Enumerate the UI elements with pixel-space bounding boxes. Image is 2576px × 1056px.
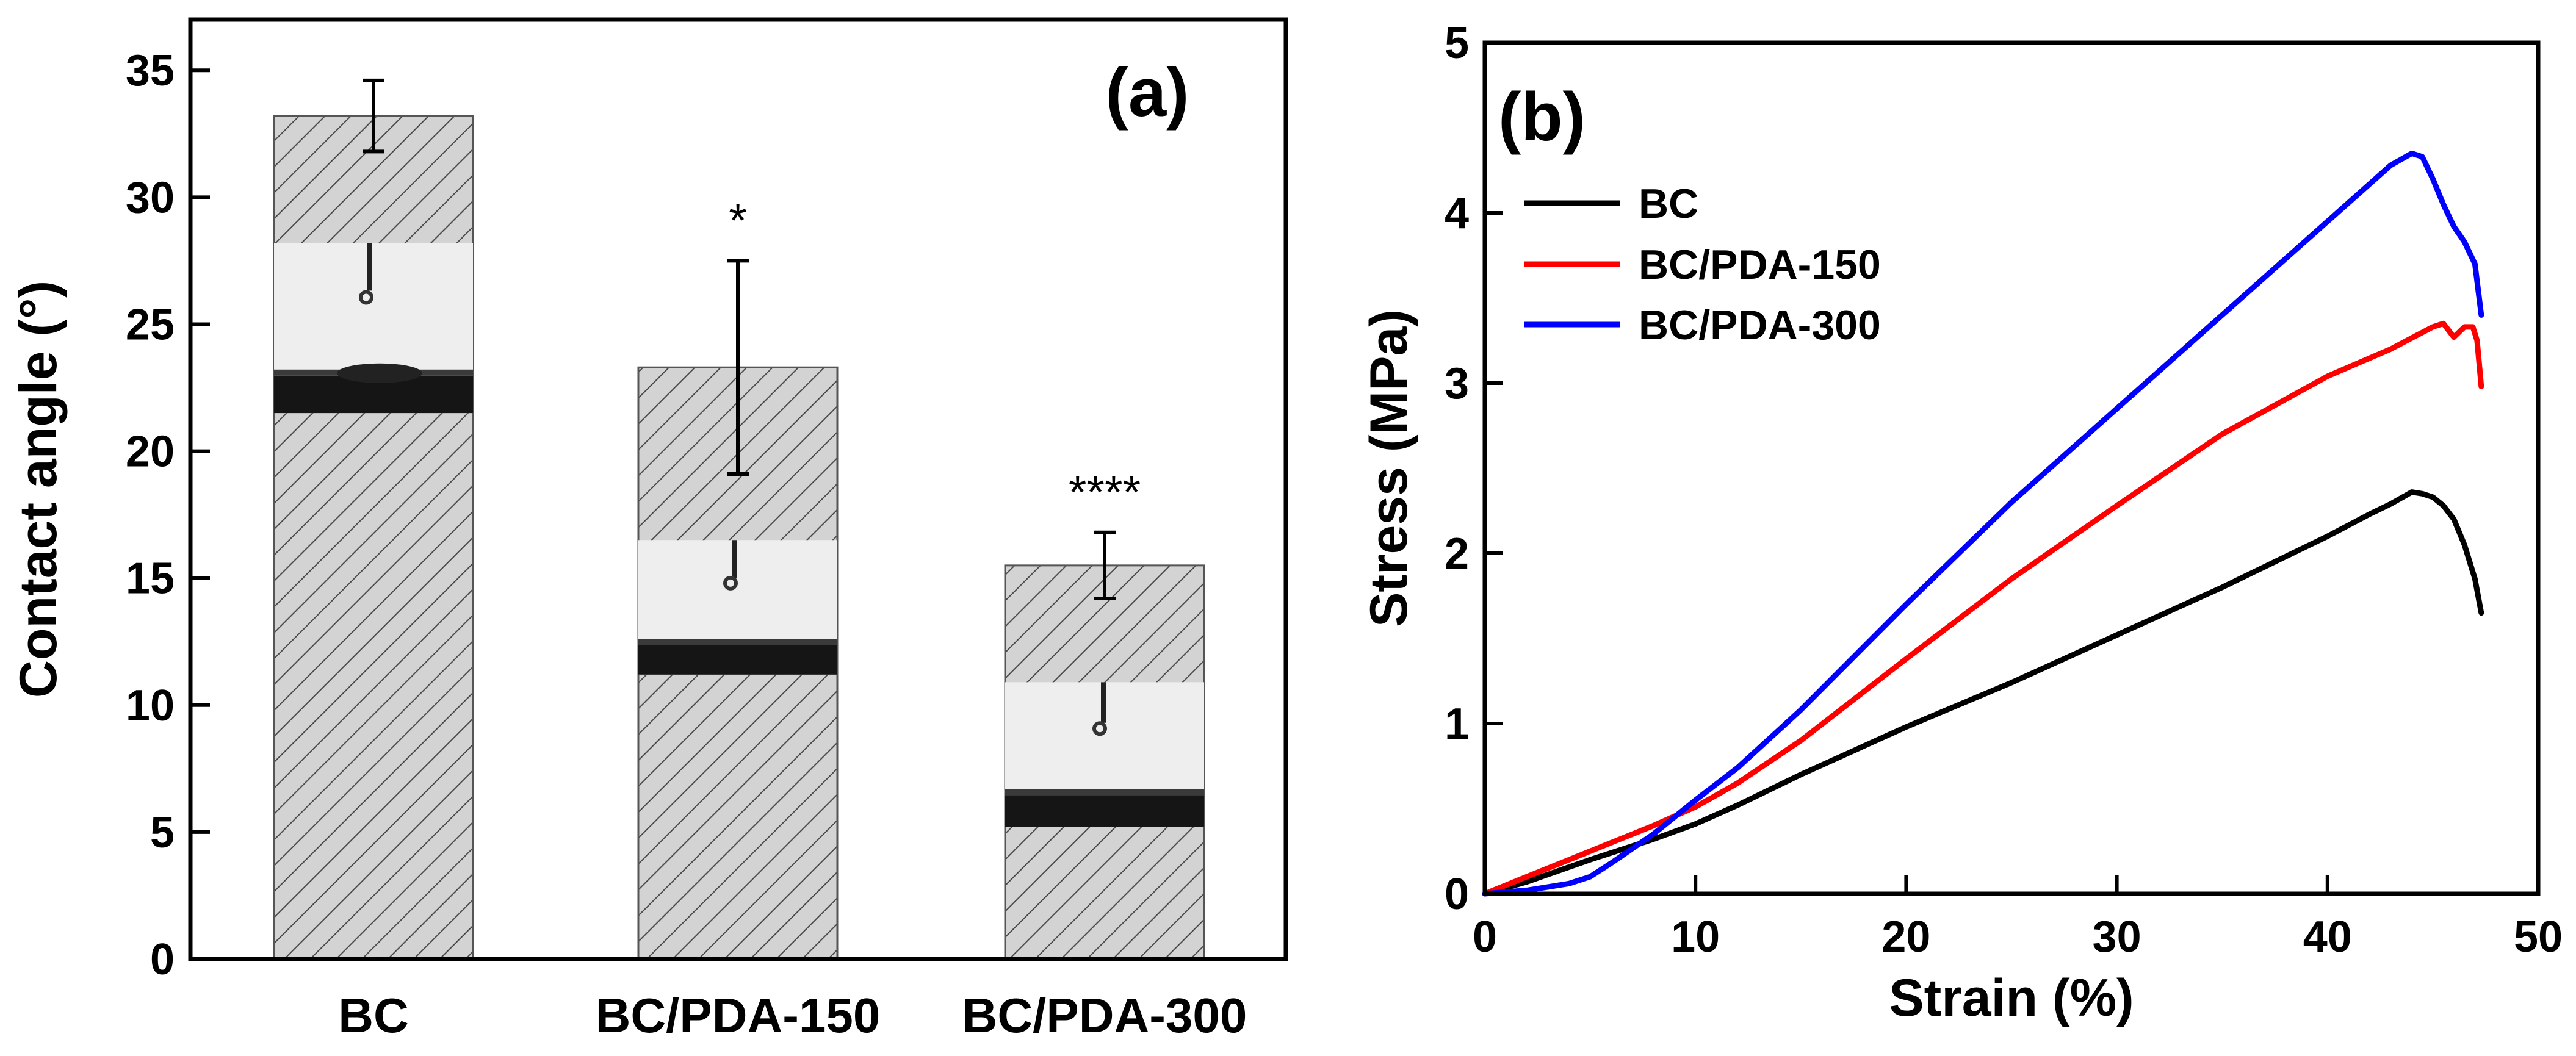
series-line bbox=[1482, 489, 2484, 897]
y-tick-label: 35 bbox=[126, 46, 175, 95]
needle-tip bbox=[1092, 721, 1107, 736]
y-tick-label: 20 bbox=[126, 428, 175, 476]
significance-mark: **** bbox=[1069, 467, 1141, 519]
panel-b-legend: BC BC/PDA-150 BC/PDA-300 bbox=[1524, 181, 1881, 348]
y-tick-label: 10 bbox=[126, 681, 175, 730]
x-category-label: BC/PDA-150 bbox=[596, 988, 881, 1043]
substrate-band bbox=[1005, 795, 1204, 827]
panel-b-x-axis-title: Strain (%) bbox=[1889, 969, 2134, 1027]
panel-b-stress-strain-chart: 0 10 20 30 40 50 0 1 2 3 4 5 Strain (%) Stress (MP… bbox=[1360, 19, 2563, 1027]
legend-label: BC bbox=[1639, 181, 1698, 227]
y-tick-label: 5 bbox=[1445, 19, 1469, 68]
significance-mark: * bbox=[729, 195, 747, 246]
panel-a-x-axis-categories: BC BC/PDA-150 BC/PDA-300 bbox=[338, 988, 1247, 1043]
x-tick-label: 10 bbox=[1671, 913, 1720, 961]
x-category-label: BC bbox=[338, 988, 409, 1043]
series-line bbox=[1482, 150, 2484, 897]
legend-label: BC/PDA-150 bbox=[1639, 242, 1881, 288]
y-tick-label: 3 bbox=[1445, 359, 1469, 408]
panel-a-error-bars bbox=[363, 78, 1116, 600]
substrate-edge bbox=[638, 639, 837, 645]
panel-b-x-axis-ticks: 0 10 20 30 40 50 bbox=[1473, 875, 2563, 961]
legend-item: BC/PDA-150 bbox=[1524, 242, 1881, 288]
panel-a-significance-marks: ***** bbox=[729, 195, 1141, 518]
y-tick-label: 25 bbox=[126, 300, 175, 349]
panel-a-plot-frame bbox=[188, 17, 1288, 961]
bar bbox=[273, 115, 474, 960]
needle-tip bbox=[723, 575, 738, 591]
panel-a-droplet-insets bbox=[274, 243, 1204, 827]
y-tick-label: 1 bbox=[1445, 700, 1469, 749]
x-category-label: BC/PDA-300 bbox=[962, 988, 1247, 1043]
y-tick-label: 4 bbox=[1445, 189, 1469, 238]
x-tick-label: 20 bbox=[1881, 913, 1930, 961]
panel-a-y-axis-ticks: 0 5 10 15 20 25 30 35 bbox=[126, 46, 210, 984]
substrate-edge bbox=[1005, 789, 1204, 796]
y-tick-label: 0 bbox=[1445, 870, 1469, 919]
panel-b-label: (b) bbox=[1498, 79, 1586, 155]
droplet-inset-image bbox=[638, 540, 837, 675]
panel-b-y-axis-title: Stress (MPa) bbox=[1360, 309, 1418, 627]
y-tick-label: 15 bbox=[126, 555, 175, 603]
legend-item: BC bbox=[1524, 181, 1698, 227]
droplet-inset-image bbox=[274, 243, 473, 414]
droplet-inset-image bbox=[1005, 682, 1204, 827]
substrate-band bbox=[638, 645, 837, 675]
x-tick-label: 50 bbox=[2514, 913, 2563, 961]
legend-item: BC/PDA-300 bbox=[1524, 302, 1881, 348]
y-tick-label: 0 bbox=[150, 935, 175, 984]
y-tick-label: 30 bbox=[126, 173, 175, 222]
x-tick-label: 0 bbox=[1473, 913, 1497, 961]
panel-b-y-axis-ticks: 0 1 2 3 4 5 bbox=[1445, 19, 1503, 919]
panel-b-series-lines bbox=[1482, 150, 2484, 897]
panel-b-plot-frame bbox=[1482, 40, 2541, 896]
series-line bbox=[1482, 320, 2484, 897]
droplet bbox=[337, 363, 422, 383]
y-tick-label: 2 bbox=[1445, 530, 1469, 578]
x-tick-label: 30 bbox=[2093, 913, 2141, 961]
panel-a-label: (a) bbox=[1106, 54, 1189, 131]
panel-a-y-axis-title: Contact angle (°) bbox=[9, 281, 68, 698]
needle-tip bbox=[359, 290, 373, 305]
legend-label: BC/PDA-300 bbox=[1639, 302, 1881, 348]
x-tick-label: 40 bbox=[2303, 913, 2352, 961]
y-tick-label: 5 bbox=[150, 808, 175, 857]
